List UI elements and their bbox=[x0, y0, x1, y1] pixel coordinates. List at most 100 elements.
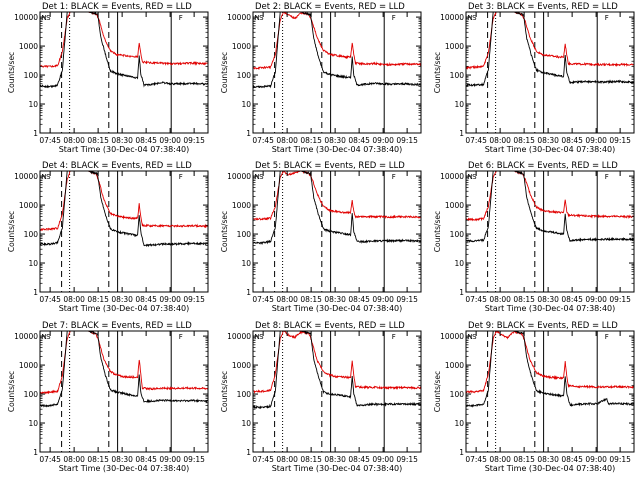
series-events bbox=[253, 171, 421, 245]
x-tick-label: 08:45 bbox=[135, 136, 157, 145]
marker-n: N bbox=[467, 333, 472, 341]
x-tick-label: 08:15 bbox=[87, 136, 109, 145]
marker-f: F bbox=[605, 14, 609, 22]
y-tick-label: 10000 bbox=[14, 332, 38, 341]
x-tick-label: 08:30 bbox=[324, 455, 346, 464]
panel-title: Det 1: BLACK = Events, RED = LLD bbox=[42, 2, 192, 12]
x-axis-label: Start Time (30-Dec-04 07:38:40) bbox=[59, 145, 190, 154]
y-axis-label: Counts/sec bbox=[7, 211, 16, 252]
series-events bbox=[40, 331, 208, 408]
y-tick-label: 1000 bbox=[445, 42, 464, 51]
x-tick-label: 08:30 bbox=[537, 295, 559, 304]
y-tick-label: 10 bbox=[454, 419, 464, 428]
series-lld bbox=[466, 12, 634, 70]
marker-f: F bbox=[392, 14, 396, 22]
x-tick-label: 09:00 bbox=[372, 295, 394, 304]
y-tick-label: 1 bbox=[459, 129, 464, 138]
x-tick-label: 08:45 bbox=[561, 455, 583, 464]
series-events bbox=[253, 331, 421, 410]
x-tick-label: 08:45 bbox=[348, 455, 370, 464]
y-tick-label: 1 bbox=[246, 448, 251, 457]
x-tick-label: 08:45 bbox=[135, 455, 157, 464]
y-tick-label: 10000 bbox=[14, 13, 38, 22]
x-tick-label: 09:00 bbox=[372, 136, 394, 145]
y-axis-label: Counts/sec bbox=[433, 52, 442, 93]
x-tick-label: 08:15 bbox=[513, 455, 535, 464]
y-tick-label: 10 bbox=[28, 259, 38, 268]
series-lld bbox=[466, 331, 634, 394]
x-tick-label: 09:15 bbox=[183, 295, 205, 304]
x-tick-label: 07:45 bbox=[465, 455, 487, 464]
x-tick-label: 09:00 bbox=[585, 136, 607, 145]
y-tick-label: 1 bbox=[246, 288, 251, 297]
y-tick-label: 1 bbox=[33, 448, 38, 457]
y-tick-label: 1 bbox=[459, 288, 464, 297]
y-tick-label: 1000 bbox=[19, 201, 38, 210]
x-tick-label: 09:15 bbox=[183, 136, 205, 145]
x-tick-label: 08:00 bbox=[63, 295, 85, 304]
y-axis-label: Counts/sec bbox=[220, 211, 229, 252]
marker-f: F bbox=[605, 333, 609, 341]
plot-frame bbox=[252, 11, 422, 134]
x-tick-label: 09:00 bbox=[159, 295, 181, 304]
x-tick-label: 08:00 bbox=[63, 136, 85, 145]
marker-f: F bbox=[392, 333, 396, 341]
x-tick-label: 09:15 bbox=[609, 136, 631, 145]
y-tick-label: 100 bbox=[24, 390, 39, 399]
y-tick-label: 1 bbox=[33, 129, 38, 138]
y-tick-label: 10 bbox=[28, 419, 38, 428]
detector-panel-4: Det 4: BLACK = Events, RED = LLD N S F 1 10 10… bbox=[7, 161, 209, 313]
y-axis-label: Counts/sec bbox=[7, 52, 16, 93]
x-tick-label: 09:00 bbox=[159, 136, 181, 145]
plot-frame bbox=[252, 170, 422, 293]
panel-title: Det 4: BLACK = Events, RED = LLD bbox=[42, 161, 192, 171]
x-tick-label: 07:45 bbox=[252, 295, 274, 304]
marker-s: S bbox=[46, 14, 51, 22]
marker-f: F bbox=[179, 173, 183, 181]
y-tick-label: 10000 bbox=[440, 332, 464, 341]
y-tick-label: 1000 bbox=[232, 201, 251, 210]
panel-title: Det 5: BLACK = Events, RED = LLD bbox=[255, 161, 405, 171]
detector-panel-7: Det 7: BLACK = Events, RED = LLD N S F 1 10 10… bbox=[7, 321, 209, 473]
x-tick-label: 08:30 bbox=[537, 136, 559, 145]
marker-n: N bbox=[254, 333, 259, 341]
x-tick-label: 08:45 bbox=[561, 136, 583, 145]
x-tick-label: 08:00 bbox=[489, 136, 511, 145]
x-tick-label: 08:15 bbox=[513, 295, 535, 304]
x-tick-label: 08:15 bbox=[300, 455, 322, 464]
marker-f: F bbox=[392, 173, 396, 181]
x-tick-label: 09:00 bbox=[159, 455, 181, 464]
x-tick-label: 09:15 bbox=[396, 455, 418, 464]
y-tick-label: 10 bbox=[28, 100, 38, 109]
x-tick-label: 07:45 bbox=[465, 295, 487, 304]
marker-f: F bbox=[179, 333, 183, 341]
x-tick-label: 08:15 bbox=[300, 295, 322, 304]
marker-n: N bbox=[254, 14, 259, 22]
series-lld bbox=[466, 171, 634, 222]
detector-panel-6: Det 6: BLACK = Events, RED = LLD N S F 1 10 10… bbox=[433, 161, 635, 313]
plot-frame bbox=[39, 170, 209, 293]
y-tick-label: 100 bbox=[237, 230, 252, 239]
y-tick-label: 10 bbox=[241, 100, 251, 109]
plot-frame bbox=[39, 330, 209, 453]
panel-title: Det 7: BLACK = Events, RED = LLD bbox=[42, 321, 192, 331]
y-tick-label: 10000 bbox=[227, 13, 251, 22]
y-tick-label: 10000 bbox=[227, 332, 251, 341]
x-tick-label: 08:30 bbox=[324, 136, 346, 145]
x-tick-label: 07:45 bbox=[465, 136, 487, 145]
x-tick-label: 08:00 bbox=[489, 295, 511, 304]
marker-s: S bbox=[46, 333, 51, 341]
x-tick-label: 07:45 bbox=[39, 295, 61, 304]
series-lld bbox=[40, 171, 208, 232]
series-events bbox=[253, 12, 421, 89]
y-tick-label: 10000 bbox=[14, 172, 38, 181]
series-events bbox=[466, 171, 634, 243]
x-tick-label: 08:30 bbox=[111, 455, 133, 464]
marker-n: N bbox=[41, 173, 46, 181]
x-tick-label: 09:15 bbox=[609, 295, 631, 304]
marker-s: S bbox=[259, 14, 264, 22]
y-axis-label: Counts/sec bbox=[220, 52, 229, 93]
y-tick-label: 100 bbox=[450, 230, 465, 239]
y-tick-label: 100 bbox=[450, 390, 465, 399]
x-tick-label: 09:15 bbox=[609, 455, 631, 464]
